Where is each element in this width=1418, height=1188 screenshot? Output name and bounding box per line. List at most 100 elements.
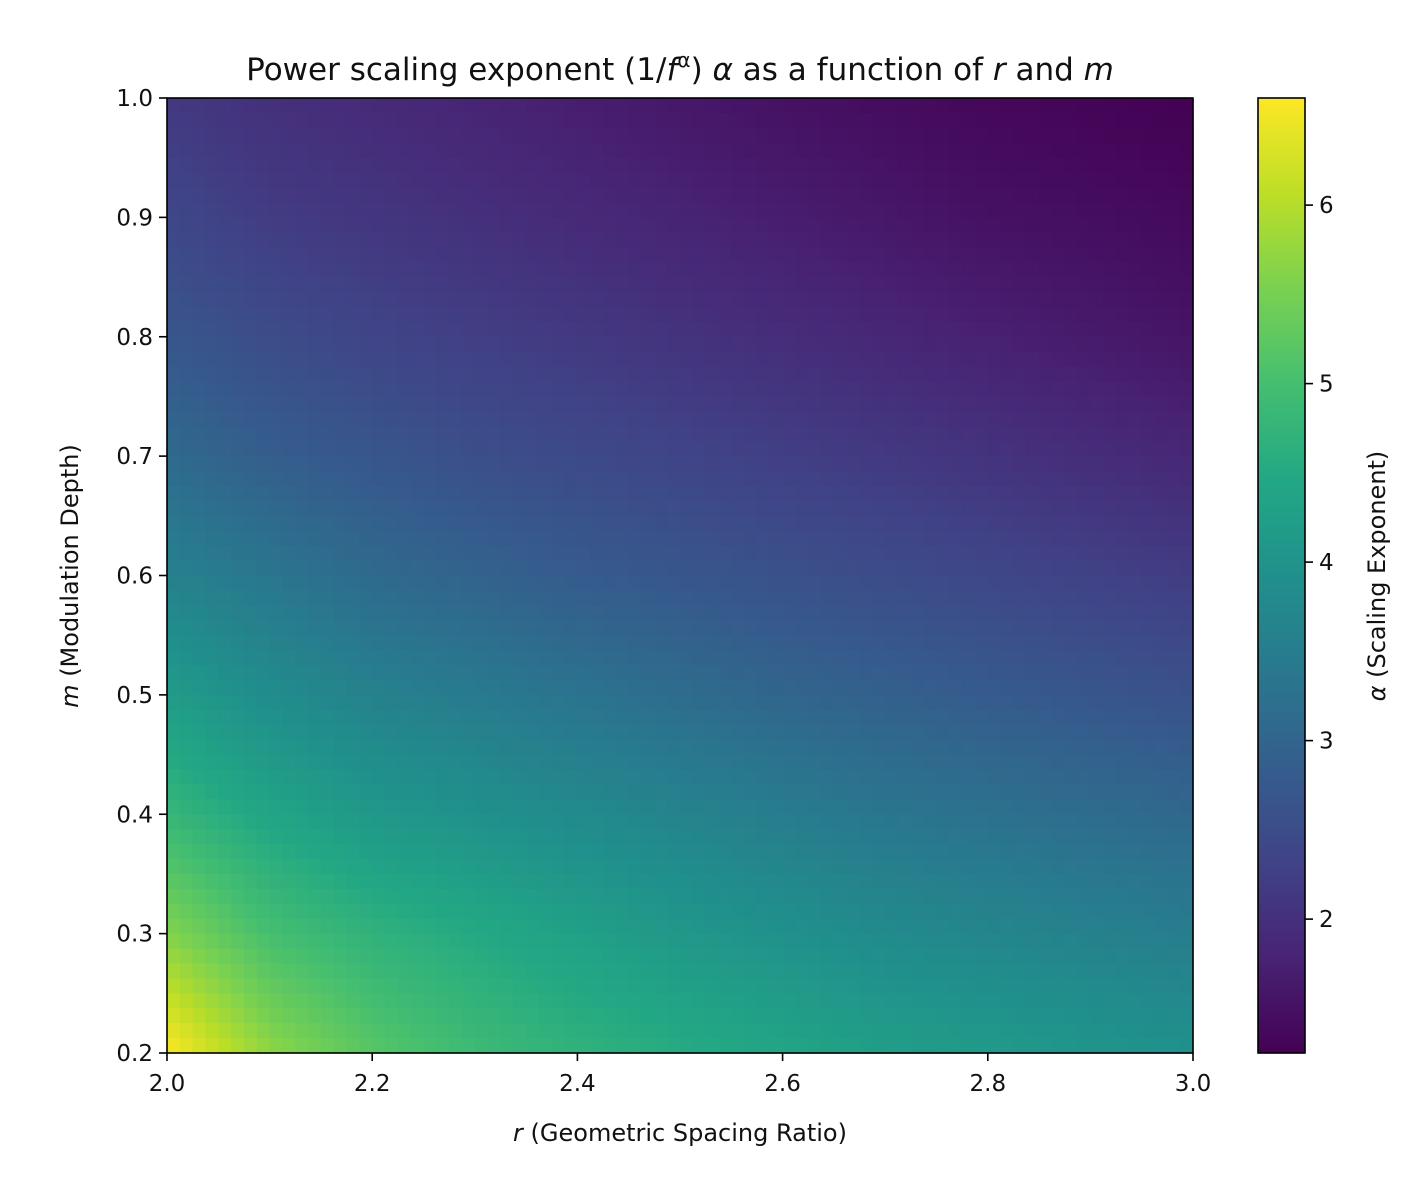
heatmap-cell <box>500 321 514 338</box>
heatmap-cell <box>974 679 989 696</box>
heatmap-cell <box>282 993 296 1009</box>
heatmap-cell <box>1000 605 1015 621</box>
heatmap-cell <box>1051 605 1066 621</box>
heatmap-cell <box>718 724 732 741</box>
heatmap-cell <box>218 530 232 547</box>
heatmap-cell <box>231 888 245 905</box>
heatmap-cell <box>231 545 245 562</box>
heatmap-cell <box>1077 127 1091 144</box>
heatmap-cell <box>526 635 540 651</box>
heatmap-cell <box>962 665 976 681</box>
heatmap-cell <box>423 665 437 681</box>
heatmap-cell <box>1039 709 1053 726</box>
heatmap-cell <box>872 605 886 621</box>
heatmap-cell <box>192 635 207 651</box>
heatmap-cell <box>167 873 181 890</box>
heatmap-cell <box>1141 859 1156 875</box>
heatmap-cell <box>243 918 258 935</box>
heatmap-cell <box>359 844 373 860</box>
heatmap-cell <box>231 978 245 994</box>
heatmap-cell <box>782 933 797 950</box>
heatmap-cell <box>872 739 886 756</box>
heatmap-cell <box>615 873 630 890</box>
heatmap-cell <box>385 172 399 189</box>
heatmap-cell <box>680 530 694 547</box>
heatmap-cell <box>295 754 309 771</box>
heatmap-cell <box>167 933 181 950</box>
heatmap-cell <box>192 575 207 592</box>
heatmap-cell <box>718 291 732 308</box>
heatmap-cell <box>461 888 476 905</box>
heatmap-cell <box>538 814 553 830</box>
heatmap-cell <box>500 232 514 248</box>
heatmap-cell <box>256 321 271 338</box>
heatmap-cell <box>1103 605 1117 621</box>
heatmap-cell <box>1039 456 1053 472</box>
heatmap-cell <box>282 366 296 383</box>
heatmap-cell <box>1167 963 1181 979</box>
heatmap-cell <box>513 605 527 621</box>
heatmap-cell <box>423 873 437 890</box>
heatmap-cell <box>962 321 976 338</box>
heatmap-cell <box>423 948 437 965</box>
heatmap-cell <box>1077 799 1091 815</box>
heatmap-cell <box>513 381 527 398</box>
heatmap-cell <box>295 545 309 562</box>
heatmap-cell <box>898 918 912 935</box>
heatmap-cell <box>910 933 925 950</box>
heatmap-cell <box>551 277 566 293</box>
heatmap-cell <box>320 336 335 353</box>
heatmap-cell <box>551 665 566 681</box>
heatmap-cell <box>282 754 296 771</box>
heatmap-cell <box>1013 590 1027 606</box>
heatmap-cell <box>192 665 207 681</box>
heatmap-cell <box>474 351 489 368</box>
heatmap-cell <box>551 590 566 606</box>
heatmap-cell <box>731 277 745 293</box>
heatmap-cell <box>898 381 912 398</box>
heatmap-cell <box>769 888 784 905</box>
heatmap-cell <box>461 471 476 487</box>
heatmap-cell <box>1180 306 1194 323</box>
heatmap-cell <box>1116 590 1130 606</box>
heatmap-cell <box>692 575 707 592</box>
heatmap-cell <box>1116 575 1130 592</box>
heatmap-cell <box>231 381 245 398</box>
heatmap-cell <box>910 873 925 890</box>
heatmap-cell <box>320 993 335 1009</box>
heatmap-cell <box>590 291 604 308</box>
heatmap-cell <box>974 217 989 233</box>
heatmap-cell <box>705 635 720 651</box>
heatmap-cell <box>641 859 655 875</box>
heatmap-cell <box>1141 172 1156 189</box>
heatmap-cell <box>1167 844 1181 860</box>
heatmap-cell <box>1090 277 1104 293</box>
heatmap-cell <box>782 456 797 472</box>
heatmap-cell <box>1180 247 1194 263</box>
heatmap-cell <box>1154 739 1168 756</box>
heatmap-cell <box>1167 709 1181 726</box>
heatmap-cell <box>910 247 925 263</box>
heatmap-cell <box>243 471 258 487</box>
heatmap-cell <box>385 98 399 114</box>
heatmap-cell <box>346 157 360 174</box>
heatmap-cell <box>436 694 450 711</box>
heatmap-cell <box>769 321 784 338</box>
heatmap-cell <box>500 262 514 278</box>
heatmap-cell <box>333 396 348 412</box>
heatmap-cell <box>423 963 437 979</box>
heatmap-cell <box>603 277 617 293</box>
heatmap-cell <box>1116 202 1130 218</box>
heatmap-cell <box>756 844 771 860</box>
heatmap-cell <box>551 724 566 741</box>
heatmap-cell <box>833 172 848 189</box>
heatmap-cell <box>231 963 245 979</box>
heatmap-cell <box>821 441 835 457</box>
heatmap-cell <box>718 202 732 218</box>
heatmap-cell <box>256 888 271 905</box>
heatmap-cell <box>192 291 207 308</box>
heatmap-cell <box>282 515 296 532</box>
heatmap-cell <box>372 605 386 621</box>
heatmap-cell <box>333 217 348 233</box>
heatmap-cell <box>449 739 463 756</box>
